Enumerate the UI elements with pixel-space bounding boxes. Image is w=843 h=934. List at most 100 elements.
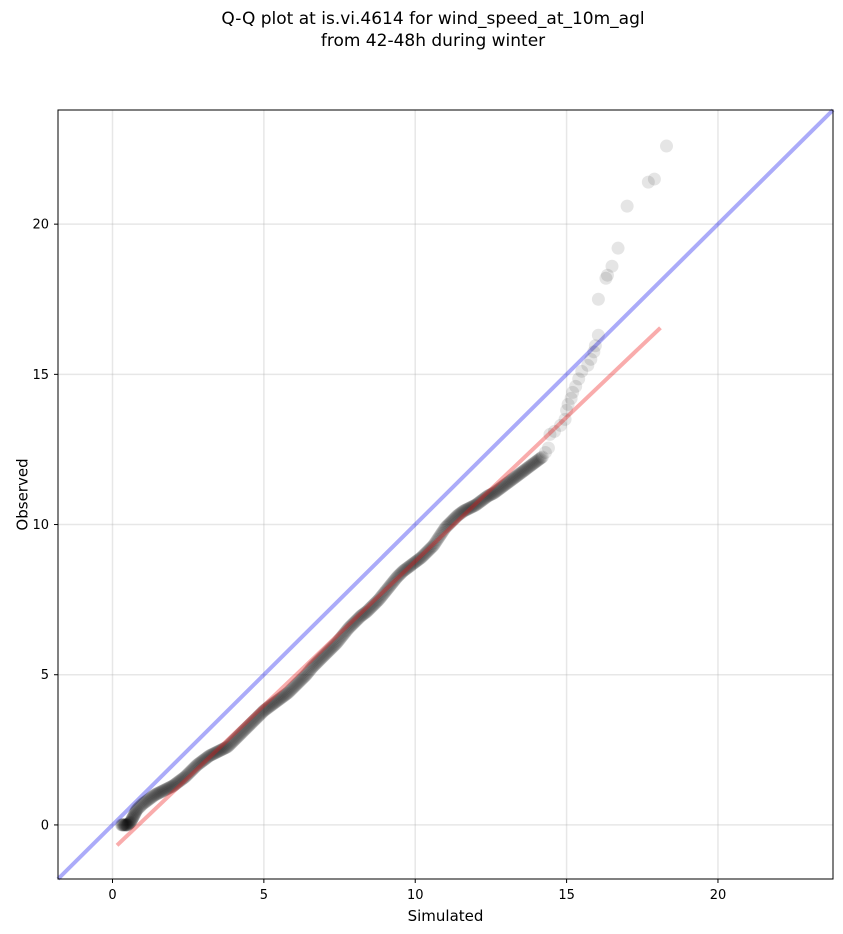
data-point xyxy=(134,799,148,813)
data-point xyxy=(165,779,179,793)
data-point xyxy=(513,466,527,480)
data-point xyxy=(322,643,336,657)
data-point xyxy=(485,487,499,501)
data-point xyxy=(249,712,263,726)
data-point xyxy=(345,618,359,632)
data-point xyxy=(265,698,279,712)
data-point xyxy=(181,767,195,781)
data-point xyxy=(523,459,537,473)
data-point xyxy=(139,795,153,809)
data-point xyxy=(269,695,283,709)
data-point xyxy=(227,734,241,748)
data-point xyxy=(180,768,194,782)
data-point xyxy=(349,614,363,628)
data-point xyxy=(286,681,300,695)
data-point xyxy=(475,494,489,508)
data-point xyxy=(185,763,199,777)
data-point xyxy=(534,451,548,465)
data-point xyxy=(394,566,408,580)
data-point xyxy=(503,474,517,488)
data-point xyxy=(473,495,487,509)
data-point xyxy=(482,489,496,503)
data-point xyxy=(468,499,482,513)
data-point xyxy=(408,555,422,569)
data-point xyxy=(447,513,461,527)
data-point xyxy=(522,460,536,474)
data-point xyxy=(444,516,458,530)
data-point xyxy=(187,761,201,775)
data-point xyxy=(532,452,546,466)
data-point xyxy=(203,748,217,762)
x-tick-label: 15 xyxy=(558,888,575,903)
plot-frame xyxy=(57,109,834,880)
data-point xyxy=(128,806,142,820)
data-point xyxy=(338,626,352,640)
y-tick-label: 0 xyxy=(41,818,49,833)
data-point xyxy=(136,797,150,811)
data-point xyxy=(314,651,328,665)
data-point xyxy=(256,705,270,719)
data-point xyxy=(357,607,371,621)
data-point xyxy=(424,541,438,555)
data-point xyxy=(254,707,268,721)
data-point xyxy=(304,661,318,675)
data-point xyxy=(153,785,167,799)
data-point xyxy=(533,451,547,465)
data-point xyxy=(281,686,295,700)
data-point xyxy=(524,458,538,472)
y-tick-label: 15 xyxy=(32,368,49,383)
data-point xyxy=(122,816,136,830)
y-tick-label: 20 xyxy=(32,218,49,233)
data-point xyxy=(498,478,512,492)
data-point xyxy=(411,553,425,567)
data-point xyxy=(467,499,481,513)
data-point xyxy=(543,427,557,441)
data-point xyxy=(366,599,380,613)
data-point xyxy=(491,483,505,497)
data-point xyxy=(257,704,271,718)
data-point xyxy=(222,739,236,753)
data-point xyxy=(215,742,229,756)
data-point xyxy=(423,542,437,556)
data-point xyxy=(119,818,133,832)
data-point xyxy=(520,461,534,475)
data-point xyxy=(126,810,140,824)
data-point xyxy=(584,352,598,366)
data-point xyxy=(446,514,460,528)
data-point xyxy=(558,412,572,426)
data-point xyxy=(277,689,291,703)
data-point xyxy=(413,551,427,565)
data-point xyxy=(572,372,586,386)
data-point xyxy=(280,687,294,701)
data-point xyxy=(507,471,521,485)
data-point xyxy=(339,625,353,639)
data-point xyxy=(515,465,529,479)
data-point xyxy=(393,567,407,581)
data-point xyxy=(346,617,360,631)
data-point xyxy=(276,690,290,704)
data-point xyxy=(415,550,429,564)
data-point xyxy=(591,292,605,306)
data-point xyxy=(117,818,131,832)
data-point xyxy=(325,640,339,654)
data-point xyxy=(365,600,379,614)
data-point xyxy=(470,497,484,511)
data-point xyxy=(564,391,578,405)
data-point xyxy=(117,818,131,832)
data-point xyxy=(538,445,552,459)
data-point xyxy=(154,785,168,799)
data-point xyxy=(145,790,159,804)
data-point xyxy=(317,648,331,662)
data-point xyxy=(374,590,388,604)
data-point xyxy=(359,605,373,619)
data-point xyxy=(518,463,532,477)
data-point xyxy=(454,506,468,520)
data-point xyxy=(138,795,152,809)
data-point xyxy=(239,722,253,736)
data-point xyxy=(244,717,258,731)
data-point xyxy=(494,481,508,495)
data-point xyxy=(167,778,181,792)
data-point xyxy=(456,505,470,519)
data-point xyxy=(142,792,156,806)
data-point xyxy=(309,656,323,670)
